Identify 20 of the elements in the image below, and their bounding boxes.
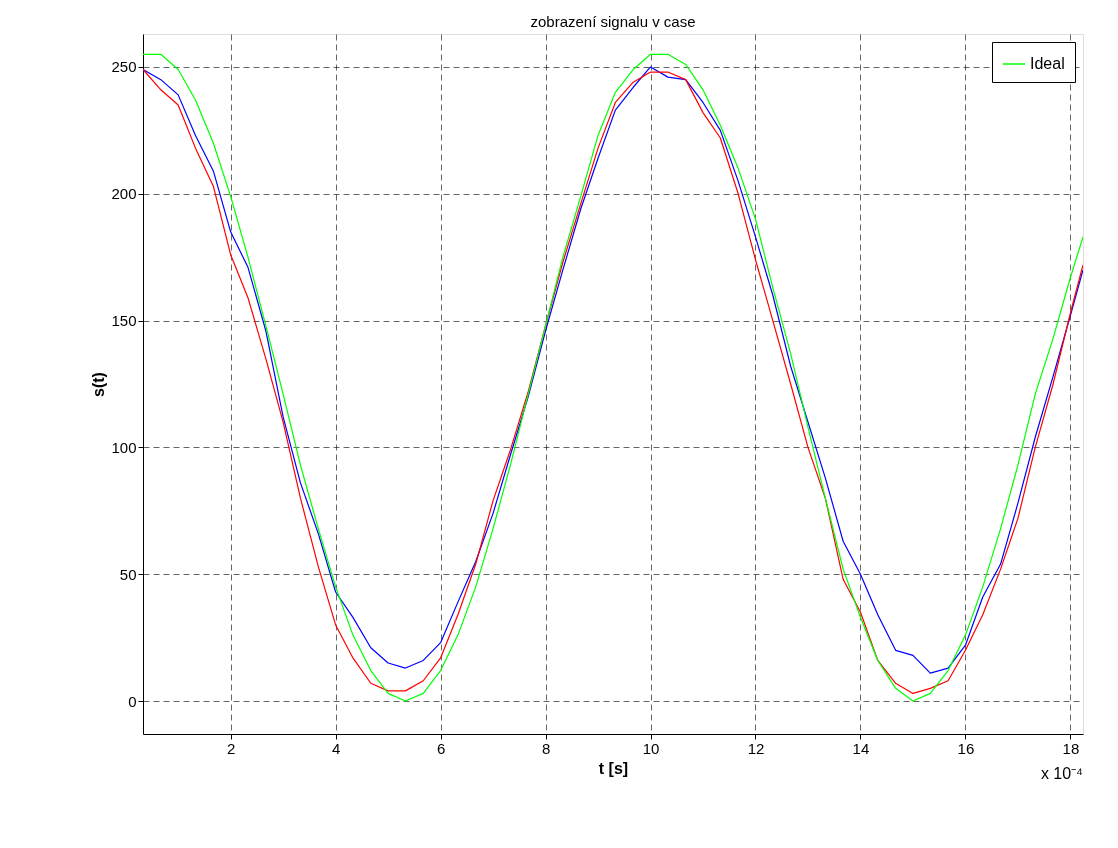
y-axis-title: s(t) [90,372,108,397]
x-tick-label: 6 [436,739,446,757]
y-tick-label: 50 [119,565,137,583]
legend-label: Ideal [1030,55,1065,72]
x-tick-label: 2 [226,739,236,757]
x-tick-label: 10 [642,739,660,757]
x-axis-title: t [s] [598,759,629,777]
x-tick-label: 16 [957,739,975,757]
y-tick-label: 100 [111,438,137,456]
x-tick-label: 14 [852,739,870,757]
x-tick-label: 18 [1062,739,1080,757]
y-tick-label: 200 [111,185,137,203]
x-tick-label: 4 [331,739,341,757]
text: x 10⁻⁴ [1040,765,1084,782]
y-tick-label: 0 [128,692,137,710]
y-tick-label: 250 [111,58,137,76]
chart-title: zobrazení signalu v case [530,13,696,30]
x-tick-label: 8 [541,739,551,757]
x-tick-label: 12 [747,739,765,757]
y-tick-label: 150 [111,312,137,330]
